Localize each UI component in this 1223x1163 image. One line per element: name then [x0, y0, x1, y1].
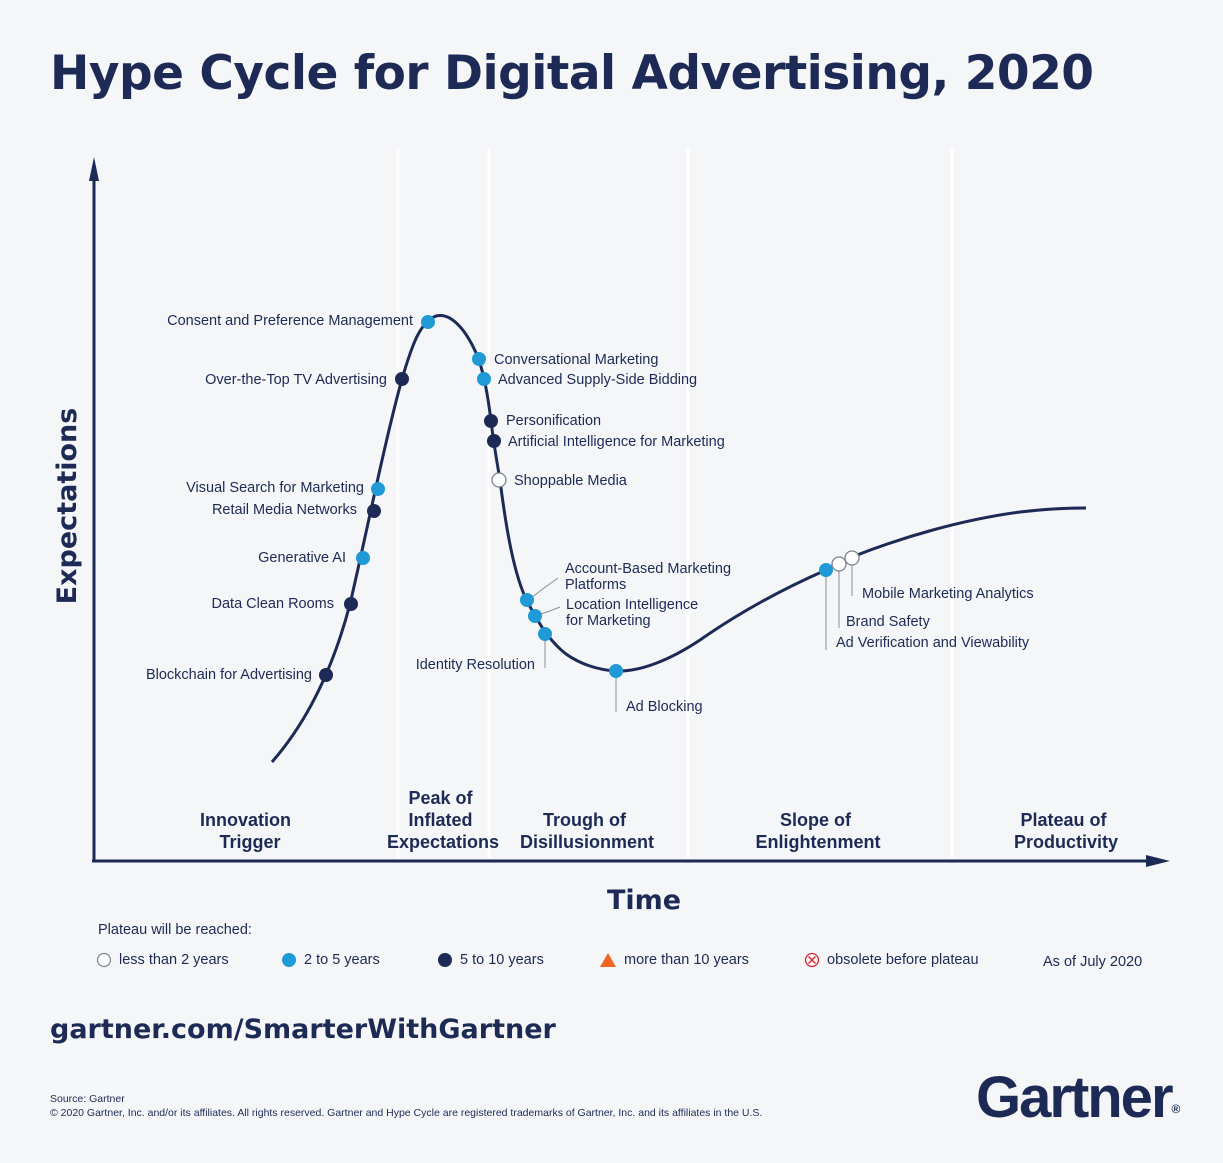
label-conversational-marketing: Conversational Marketing: [494, 352, 658, 368]
phase-labels: Innovation Trigger Peak of Inflated Expe…: [200, 788, 1118, 852]
technology-markers: Consent and Preference Management Over-th…: [146, 313, 1034, 715]
registered-mark: ®: [1171, 1102, 1181, 1116]
orange-triangle-icon: [600, 953, 616, 967]
label-shoppable-media: Shoppable Media: [514, 473, 628, 489]
source-text: Source: Gartner: [50, 1093, 125, 1105]
label-mobile-marketing-analytics: Mobile Marketing Analytics: [862, 586, 1034, 602]
label-artificial-intelligence-for-marketing: Artificial Intelligence for Marketing: [508, 434, 725, 450]
legend-row: less than 2 years 2 to 5 years 5 to 10 y…: [96, 952, 1176, 976]
label-data-clean-rooms: Data Clean Rooms: [212, 596, 335, 612]
marker-consent-and-preference-management: [421, 315, 435, 329]
legend-item-2-to-5-years: 2 to 5 years: [281, 952, 380, 968]
label-advanced-supply-side-bidding: Advanced Supply-Side Bidding: [498, 372, 697, 388]
marker-visual-search-for-marketing: [371, 482, 385, 496]
marker-ad-blocking: [609, 664, 623, 678]
label-retail-media-networks: Retail Media Networks: [212, 502, 357, 518]
marker-conversational-marketing: [472, 352, 486, 366]
label-blockchain-for-advertising: Blockchain for Advertising: [146, 667, 312, 683]
gartner-logo: Gartner®: [976, 1064, 1180, 1131]
phase-label-plateau: Plateau of Productivity: [1014, 810, 1118, 852]
marker-blockchain-for-advertising: [319, 668, 333, 682]
y-axis-title: Expectations: [52, 408, 83, 605]
marker-personification: [484, 414, 498, 428]
legend-title: Plateau will be reached:: [98, 922, 252, 938]
blue-circle-icon: [282, 953, 296, 967]
label-generative-ai: Generative AI: [258, 550, 346, 566]
label-brand-safety: Brand Safety: [846, 614, 931, 630]
legend-item-5-to-10-years: 5 to 10 years: [437, 952, 544, 968]
as-of-date: As of July 2020: [1043, 954, 1143, 970]
source-note: Source: Gartner © 2020 Gartner, Inc. and…: [50, 1092, 762, 1120]
logo-wordmark: Gartner: [976, 1065, 1174, 1130]
label-ad-blocking: Ad Blocking: [626, 699, 703, 715]
marker-location-intelligence-for-marketing: [528, 609, 542, 623]
label-location-intelligence-for-marketing: Location Intelligence for Marketing: [566, 597, 698, 629]
phase-label-peak: Peak of Inflated Expectations: [387, 788, 499, 852]
legend-label: obsolete before plateau: [827, 952, 979, 968]
legend-label: more than 10 years: [624, 952, 749, 968]
label-ad-verification-and-viewability: Ad Verification and Viewability: [836, 635, 1030, 651]
legend: Plateau will be reached: less than 2 yea…: [96, 922, 1176, 976]
marker-ad-verification-and-viewability: [819, 563, 833, 577]
copyright-text: © 2020 Gartner, Inc. and/or its affiliat…: [50, 1107, 763, 1119]
phase-label-slope: Slope of Enlightenment: [756, 810, 881, 852]
marker-advanced-supply-side-bidding: [477, 372, 491, 386]
label-over-the-top-tv-advertising: Over-the-Top TV Advertising: [205, 372, 387, 388]
label-identity-resolution: Identity Resolution: [416, 657, 535, 673]
navy-circle-icon: [438, 953, 452, 967]
marker-mobile-marketing-analytics: [844, 550, 860, 566]
label-consent-and-preference-management: Consent and Preference Management: [167, 313, 413, 329]
marker-brand-safety: [831, 556, 847, 572]
marker-artificial-intelligence-for-marketing: [487, 434, 501, 448]
marker-generative-ai: [356, 551, 370, 565]
marker-identity-resolution: [538, 627, 552, 641]
crossed-circle-icon: [804, 952, 820, 968]
label-account-based-marketing-platforms: Account-Based Marketing Platforms: [565, 561, 731, 593]
phase-label-innovation-trigger: Innovation Trigger: [200, 810, 296, 852]
legend-item-obsolete-before-plateau: obsolete before plateau: [804, 952, 979, 968]
legend-item-less-than-2-years: less than 2 years: [96, 952, 229, 968]
marker-retail-media-networks: [367, 504, 381, 518]
x-axis-arrow-icon: [1146, 855, 1170, 867]
legend-label: 5 to 10 years: [460, 952, 544, 968]
x-axis-title: Time: [607, 885, 681, 916]
axes: [89, 157, 1170, 867]
legend-label: 2 to 5 years: [304, 952, 380, 968]
hollow-circle-icon: [96, 952, 112, 968]
label-visual-search-for-marketing: Visual Search for Marketing: [186, 480, 364, 496]
page-title: Hype Cycle for Digital Advertising, 2020: [50, 46, 1094, 101]
marker-shoppable-media: [491, 472, 507, 488]
website-link[interactable]: gartner.com/SmarterWithGartner: [50, 1014, 556, 1045]
marker-data-clean-rooms: [344, 597, 358, 611]
phase-label-trough: Trough of Disillusionment: [520, 810, 654, 852]
marker-account-based-marketing-platforms: [520, 593, 534, 607]
phase-separators: [396, 148, 954, 858]
y-axis-arrow-icon: [89, 157, 99, 181]
legend-label: less than 2 years: [119, 952, 229, 968]
label-personification: Personification: [506, 413, 601, 429]
legend-item-more-than-10-years: more than 10 years: [599, 952, 749, 968]
marker-over-the-top-tv-advertising: [395, 372, 409, 386]
